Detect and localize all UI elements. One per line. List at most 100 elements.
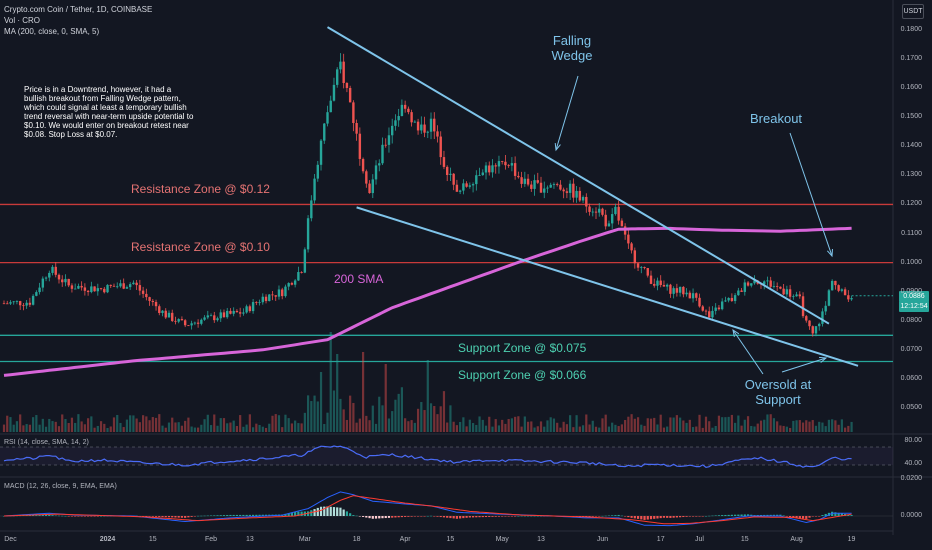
macd-histogram-bar bbox=[808, 516, 811, 518]
volume-bar bbox=[303, 412, 306, 432]
candle-body bbox=[77, 285, 80, 289]
candle-body bbox=[585, 196, 588, 207]
macd-histogram-bar bbox=[397, 516, 400, 518]
macd-histogram-bar bbox=[329, 506, 332, 516]
macd-histogram-bar bbox=[611, 515, 614, 516]
macd-histogram-bar bbox=[624, 516, 627, 517]
volume-bar bbox=[352, 402, 355, 432]
candle-body bbox=[31, 295, 35, 305]
candle-body bbox=[578, 190, 582, 201]
time-tick-label: Aug bbox=[790, 536, 803, 543]
macd-histogram-bar bbox=[248, 514, 251, 516]
volume-bar bbox=[691, 427, 695, 432]
macd-histogram-bar bbox=[222, 515, 226, 516]
macd-histogram-bar bbox=[462, 516, 465, 519]
macd-histogram-bar bbox=[759, 514, 763, 516]
time-tick-label: Dec bbox=[4, 536, 17, 543]
macd-histogram-bar bbox=[507, 516, 510, 517]
candle-body bbox=[109, 284, 112, 286]
volume-bar bbox=[268, 423, 271, 432]
volume-bar bbox=[161, 425, 164, 432]
volume-bar bbox=[446, 422, 449, 432]
macd-histogram-bar bbox=[801, 516, 805, 519]
volume-bar bbox=[374, 423, 378, 432]
candle-body bbox=[746, 282, 750, 286]
candle-body bbox=[420, 124, 423, 131]
volume-bar bbox=[319, 372, 323, 432]
candle-body bbox=[245, 306, 248, 313]
volume-bar bbox=[109, 426, 112, 432]
volume-bar bbox=[814, 425, 818, 432]
volume-bar bbox=[433, 406, 436, 432]
macd-histogram-bar bbox=[598, 516, 601, 517]
volume-bar bbox=[213, 414, 216, 432]
volume-bar bbox=[423, 410, 426, 432]
candle-body bbox=[627, 234, 630, 244]
macd-histogram-bar bbox=[374, 516, 378, 519]
volume-bar bbox=[565, 424, 568, 432]
volume-bar bbox=[48, 418, 51, 432]
volume-bar bbox=[316, 401, 319, 432]
macd-histogram-bar bbox=[358, 516, 361, 517]
macd-histogram-bar bbox=[316, 507, 319, 516]
macd-histogram-bar bbox=[361, 516, 365, 517]
candle-body bbox=[213, 315, 216, 321]
candle-body bbox=[455, 184, 459, 192]
volume-bar bbox=[51, 421, 54, 432]
candle-body bbox=[25, 302, 28, 306]
candle-body bbox=[316, 164, 319, 179]
macd-histogram-bar bbox=[766, 514, 769, 516]
candle-body bbox=[436, 131, 439, 137]
volume-bar bbox=[28, 424, 31, 432]
macd-histogram-bar bbox=[837, 512, 840, 516]
candle-body bbox=[355, 122, 358, 134]
volume-bar bbox=[575, 415, 578, 432]
volume-bar bbox=[378, 396, 381, 432]
macd-histogram-bar bbox=[662, 516, 666, 518]
candle-body bbox=[494, 165, 497, 167]
volume-bar bbox=[274, 414, 277, 432]
volume-bar bbox=[129, 415, 132, 432]
macd-histogram-bar bbox=[99, 516, 103, 517]
macd-tick-0000: 0.0000 bbox=[900, 512, 922, 519]
macd-histogram-bar bbox=[51, 515, 54, 516]
candle-body bbox=[630, 243, 633, 251]
candle-body bbox=[352, 102, 355, 123]
volume-bar bbox=[805, 420, 808, 432]
candle-body bbox=[795, 294, 798, 297]
candle-body bbox=[488, 165, 491, 173]
volume-bar bbox=[488, 416, 491, 432]
volume-bar bbox=[636, 417, 640, 432]
volume-bar bbox=[358, 418, 361, 432]
volume-bar bbox=[90, 416, 93, 432]
candle-body bbox=[821, 311, 824, 324]
volume-bar bbox=[294, 420, 297, 432]
candle-body bbox=[303, 249, 307, 273]
macd-histogram-bar bbox=[368, 516, 371, 519]
volume-bar bbox=[494, 419, 497, 432]
candle-body bbox=[28, 302, 32, 305]
candle-body bbox=[203, 317, 206, 320]
volume-bar bbox=[190, 426, 193, 432]
macd-histogram-bar bbox=[2, 516, 6, 517]
macd-histogram-bar bbox=[326, 506, 329, 516]
macd-histogram-bar bbox=[717, 515, 721, 516]
candle-body bbox=[640, 267, 643, 268]
macd-histogram-bar bbox=[38, 515, 41, 516]
macd-histogram-bar bbox=[607, 515, 611, 517]
volume-bar bbox=[261, 426, 264, 432]
macd-histogram-bar bbox=[834, 512, 837, 516]
volume-bar bbox=[604, 414, 607, 432]
volume-bar bbox=[585, 414, 588, 432]
volume-bar bbox=[620, 424, 623, 432]
volume-bar bbox=[158, 414, 161, 432]
candle-body bbox=[769, 280, 772, 287]
price-tick-label: 0.0500 bbox=[900, 404, 922, 411]
volume-bar bbox=[801, 422, 805, 432]
candle-body bbox=[255, 302, 258, 303]
candle-body bbox=[148, 297, 151, 301]
volume-bar bbox=[67, 422, 70, 432]
candle-body bbox=[61, 279, 64, 283]
currency-button[interactable]: USDT bbox=[902, 4, 924, 19]
volume-bar bbox=[193, 427, 196, 432]
